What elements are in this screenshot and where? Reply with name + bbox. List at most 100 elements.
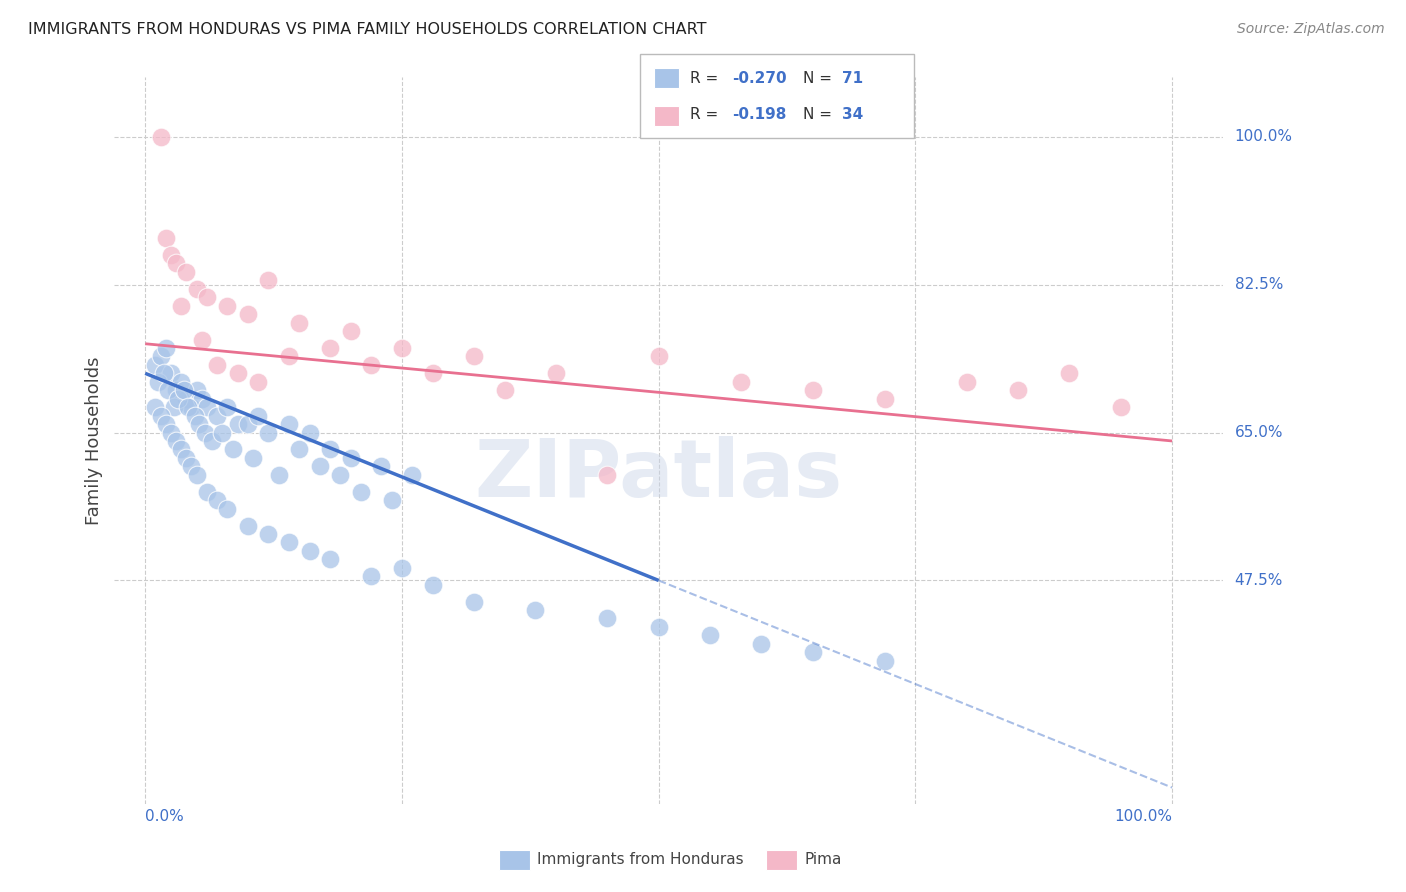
Point [186,467,208,482]
Point [319,442,342,457]
Point [160,248,183,262]
Point [186,282,208,296]
Point [463,594,485,608]
Text: ZIPatlas: ZIPatlas [475,436,842,514]
Point [174,392,197,406]
Text: N =: N = [803,71,837,86]
Point [544,367,567,381]
Point [288,316,311,330]
Text: 47.5%: 47.5% [1234,573,1282,588]
Point [360,569,382,583]
Text: IMMIGRANTS FROM HONDURAS VS PIMA FAMILY HOUSEHOLDS CORRELATION CHART: IMMIGRANTS FROM HONDURAS VS PIMA FAMILY … [28,22,707,37]
Point [195,400,218,414]
Point [201,434,224,448]
Point [401,467,423,482]
Point [422,577,444,591]
Point [173,383,195,397]
Point [217,400,239,414]
Y-axis label: Family Households: Family Households [86,357,103,525]
Point [267,467,290,482]
Point [146,375,169,389]
Text: 71: 71 [842,71,863,86]
Point [170,442,193,457]
Point [217,299,239,313]
Point [194,425,217,440]
Point [155,231,177,245]
Text: 82.5%: 82.5% [1234,277,1282,292]
Point [329,467,352,482]
Point [801,645,824,659]
Point [160,425,183,440]
Point [1109,400,1132,414]
Point [381,493,404,508]
Point [183,409,205,423]
Text: 0.0%: 0.0% [145,809,184,823]
Text: 34: 34 [842,107,863,121]
Point [288,442,311,457]
Text: Immigrants from Honduras: Immigrants from Honduras [537,853,744,867]
Point [463,350,485,364]
Point [163,400,186,414]
Point [699,628,721,642]
Point [226,367,249,381]
Point [801,383,824,397]
Point [217,501,239,516]
Point [160,367,183,381]
Point [156,383,179,397]
Point [155,417,177,431]
Point [596,611,619,625]
Point [1007,383,1029,397]
Point [319,552,342,566]
Point [205,358,228,372]
Point [308,459,330,474]
Point [730,375,752,389]
Text: R =: R = [690,107,724,121]
Text: 65.0%: 65.0% [1234,425,1284,440]
Point [211,425,233,440]
Point [242,450,264,465]
Point [873,392,896,406]
Point [155,341,177,355]
Point [165,256,187,270]
Point [247,409,270,423]
Point [190,333,212,347]
Point [236,518,259,533]
Point [391,561,413,575]
Point [165,434,187,448]
Point [145,358,167,372]
Point [195,484,218,499]
Point [152,367,174,381]
Point [186,383,208,397]
Point [165,383,187,397]
Point [149,409,172,423]
Point [257,273,280,287]
Point [298,544,321,558]
Point [190,392,212,406]
Point [187,417,209,431]
Point [370,459,392,474]
Point [236,307,259,321]
Point [247,375,270,389]
Point [956,375,979,389]
Point [174,450,197,465]
Point [180,400,202,414]
Text: -0.198: -0.198 [733,107,787,121]
Point [278,535,301,549]
Point [257,527,280,541]
Point [524,603,547,617]
Point [149,129,172,144]
Point [205,493,228,508]
Point [647,620,669,634]
Point [298,425,321,440]
Point [751,637,773,651]
Point [205,409,228,423]
Text: N =: N = [803,107,837,121]
Point [170,375,193,389]
Text: 100.0%: 100.0% [1114,809,1173,823]
Point [278,350,301,364]
Text: Source: ZipAtlas.com: Source: ZipAtlas.com [1237,22,1385,37]
Point [422,367,444,381]
Point [339,324,361,338]
Point [170,299,193,313]
Point [339,450,361,465]
